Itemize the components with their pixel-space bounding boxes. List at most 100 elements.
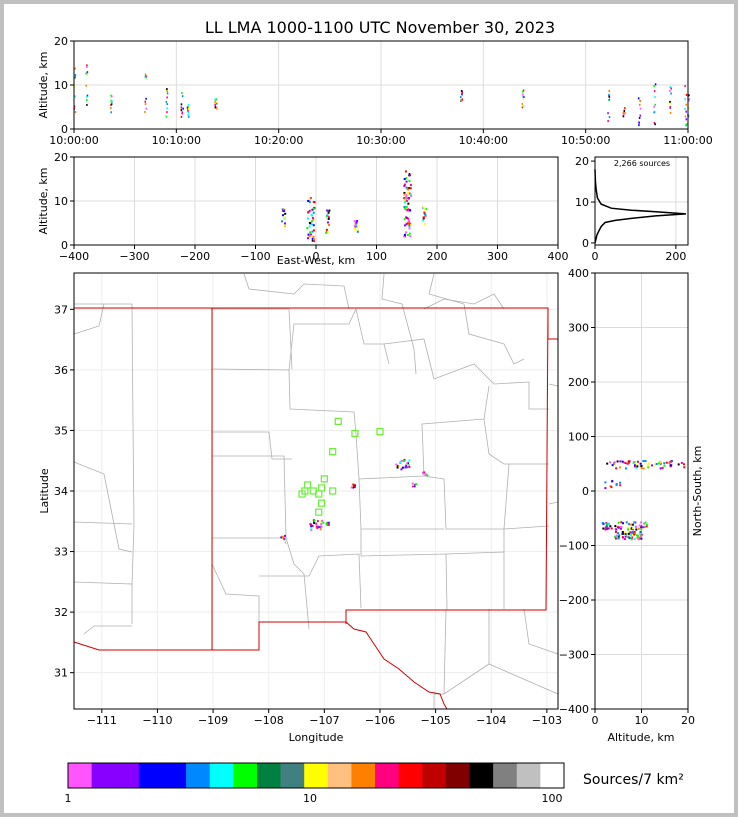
colorbar-tick-label: 100 (542, 792, 563, 805)
colorbar-frame (67, 762, 565, 789)
ew-source-point (408, 232, 411, 235)
ns-source-point (635, 528, 638, 531)
ns-source-point (604, 528, 607, 531)
time-source-point (188, 115, 190, 118)
ew-source-point (311, 239, 314, 242)
time-source-point (180, 115, 183, 118)
map-source-point (326, 521, 329, 524)
ew-source-point (410, 172, 413, 175)
lma-station-marker (376, 428, 384, 436)
ew-source-point (408, 173, 411, 176)
time-source-point (216, 102, 218, 105)
time-source-point (522, 104, 524, 107)
map-source-point (320, 525, 323, 528)
map-source-point (400, 459, 403, 462)
ns-source-point (620, 521, 623, 524)
map-source-point (395, 463, 398, 466)
ns-source-point (683, 466, 686, 469)
map-source-point (406, 466, 409, 469)
time-source-point (214, 104, 216, 107)
ns-source-point (642, 467, 645, 470)
lma-station-marker (329, 487, 337, 495)
time-source-point (74, 95, 76, 98)
map-source-point (353, 485, 356, 488)
ns-source-point (616, 460, 619, 463)
ns-source-point (622, 532, 625, 535)
ns-source-point (626, 534, 629, 537)
time-source-point (653, 105, 655, 108)
ns-source-point (621, 531, 624, 534)
ew-source-point (308, 231, 311, 234)
time-source-point (165, 100, 168, 103)
ns-source-point (617, 532, 620, 535)
time-source-point (180, 108, 182, 111)
time-source-point (74, 67, 76, 70)
ew-source-point (308, 199, 311, 202)
ns-source-point (657, 462, 660, 465)
time-source-point (86, 65, 88, 68)
ew-source-point (407, 193, 410, 196)
map-source-point (400, 468, 403, 471)
ns-source-point (609, 461, 612, 464)
ew-source-point (354, 222, 357, 225)
ns-ytick-label: −300 (559, 649, 589, 662)
density-colorbar: 1 10 100 Sources/7 km² (65, 762, 684, 805)
map-source-point (325, 523, 328, 526)
ns-source-point (639, 534, 642, 537)
ns-ytick-label: −200 (559, 594, 589, 607)
ew-source-point (407, 202, 410, 205)
time-source-point (182, 107, 184, 110)
ns-source-point (638, 532, 641, 535)
ns-source-point (610, 527, 613, 530)
ew-source-point (410, 223, 413, 226)
map-source-point (351, 484, 354, 487)
time-xtick-label: 10:10:00 (152, 134, 201, 147)
ew-source-point (409, 193, 412, 196)
ew-source-point (405, 177, 408, 180)
ew-source-point (312, 229, 315, 232)
map-source-point (396, 465, 399, 468)
county-line (259, 553, 362, 609)
ns-source-point (638, 536, 641, 539)
time-source-point (639, 107, 642, 110)
time-altitude-panel: 10:00:00 10:10:00 10:20:00 10:30:00 10:40:00… (37, 35, 713, 147)
time-source-point (685, 124, 687, 127)
time-source-point (461, 98, 464, 101)
time-source-point (214, 98, 216, 101)
time-source-point (684, 85, 686, 88)
ns-source-point (640, 467, 643, 470)
time-source-point (145, 76, 148, 79)
time-source-point (166, 88, 168, 91)
ns-source-point (628, 461, 631, 464)
ew-source-point (310, 223, 313, 226)
map-source-point (411, 483, 414, 486)
time-source-point (181, 112, 183, 115)
ns-source-point (627, 536, 630, 539)
colorbar-tick-label: 10 (303, 792, 317, 805)
time-source-point (687, 107, 690, 110)
ew-source-point (407, 187, 410, 190)
colorbar-segment (68, 763, 92, 788)
time-source-point (214, 106, 217, 109)
colorbar-tick-label: 1 (65, 792, 72, 805)
map-source-point (406, 461, 409, 464)
map-source-point (311, 524, 314, 527)
ns-source-point (629, 536, 632, 539)
ns-source-point (640, 537, 643, 540)
ew-source-point (353, 220, 356, 223)
time-source-point (522, 93, 524, 96)
lma-station-marker (329, 448, 337, 456)
ew-source-point (403, 191, 406, 194)
ns-source-point (621, 536, 624, 539)
time-source-point (86, 103, 88, 106)
ns-source-point (629, 533, 632, 536)
ew-source-point (356, 224, 359, 227)
colorbar-segment (256, 763, 281, 788)
ew-source-point (313, 206, 316, 209)
map-source-point (322, 521, 325, 524)
ns-source-point (682, 463, 685, 466)
time-source-point (460, 99, 463, 102)
map-source-point (318, 526, 321, 529)
time-source-point (459, 96, 462, 99)
ew-source-point (353, 224, 356, 227)
